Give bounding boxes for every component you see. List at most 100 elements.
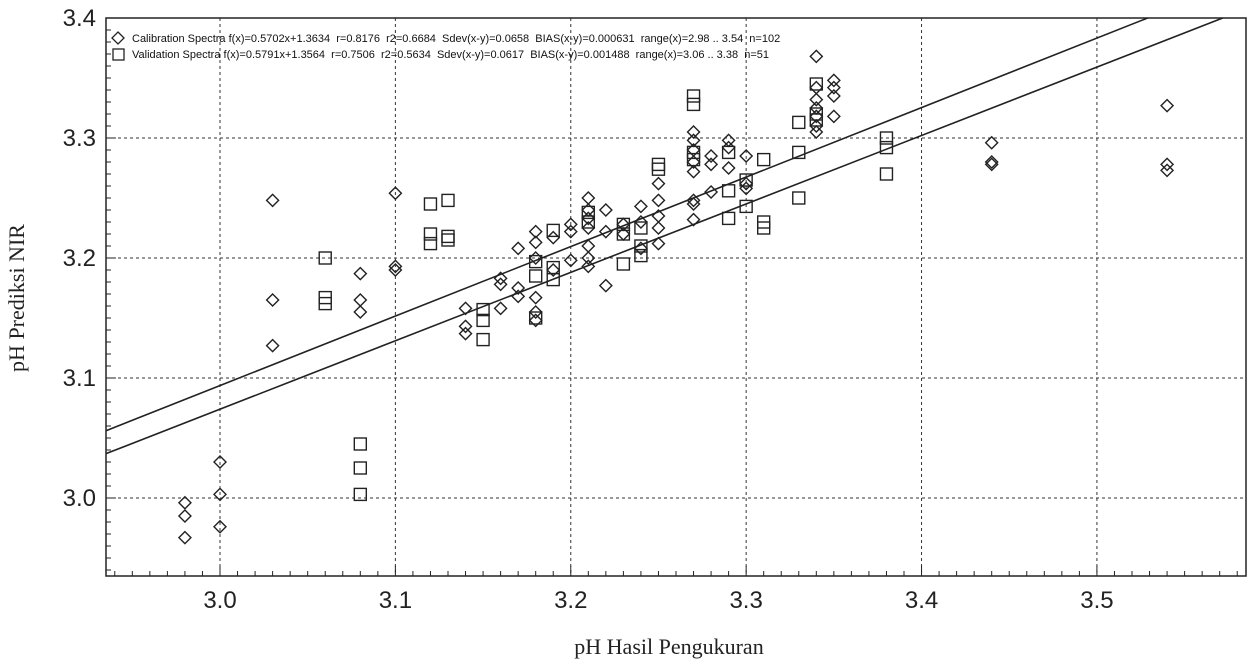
calibration-point	[581, 251, 596, 265]
calibration-point	[598, 203, 613, 217]
calibration-point	[546, 263, 561, 277]
y-tick-label: 3.2	[63, 245, 96, 272]
calibration-point	[458, 319, 473, 334]
calibration-point	[546, 230, 561, 245]
legend-label-calibration: Calibration Spectra f(x)=0.5702x+1.3634 …	[132, 33, 780, 45]
legend-item-calibration: Calibration Spectra f(x)=0.5702x+1.3634 …	[111, 31, 780, 45]
x-axis-title: pH Hasil Pengukuran	[574, 634, 763, 659]
validation-point	[809, 113, 824, 127]
diamond-marker-icon	[111, 31, 125, 45]
calibration-point	[686, 155, 701, 169]
calibration-point	[213, 487, 227, 502]
validation-point	[581, 205, 596, 220]
validation-point	[476, 313, 490, 328]
calibration-point	[1160, 98, 1175, 113]
validation-point	[476, 332, 490, 347]
x-tick-label: 3.2	[554, 587, 587, 614]
calibration-point	[739, 176, 754, 191]
validation-point	[686, 97, 701, 112]
validation-point	[318, 251, 332, 265]
validation-point	[476, 302, 490, 317]
validation-point	[756, 152, 771, 167]
y-tick-label: 3.0	[63, 485, 96, 512]
validation-point	[879, 140, 894, 155]
validation-point	[792, 145, 806, 160]
calibration-point	[177, 530, 192, 545]
square-marker-icon	[112, 48, 125, 61]
grid-lines	[106, 17, 1246, 576]
calibration-point	[177, 495, 192, 510]
validation-point	[634, 221, 648, 235]
legend-label-validation: Validation Spectra f(x)=0.5791x+1.3564 r…	[132, 49, 769, 61]
regression-line	[105, 17, 1148, 432]
legend-item-validation: Validation Spectra f(x)=0.5791x+1.3564 r…	[112, 48, 769, 61]
validation-point	[441, 229, 455, 244]
x-tick-label: 3.1	[379, 587, 412, 614]
calibration-point	[984, 157, 999, 172]
calibration-point	[563, 217, 578, 232]
validation-point	[792, 115, 806, 130]
calibration-point	[704, 149, 719, 163]
validation-point	[739, 199, 753, 214]
calibration-point	[528, 290, 543, 305]
calibration-point	[528, 235, 543, 250]
validation-point	[441, 193, 455, 208]
calibration-point	[651, 176, 666, 191]
validation-point	[721, 211, 736, 226]
legend: Calibration Spectra f(x)=0.5702x+1.3634 …	[111, 31, 780, 61]
calibration-point	[686, 193, 701, 208]
calibration-point	[984, 135, 999, 150]
calibration-point	[388, 259, 403, 274]
calibration-point	[598, 224, 613, 239]
calibration-point	[809, 92, 824, 107]
regression-line	[105, 17, 1224, 455]
calibration-point	[353, 305, 368, 319]
calibration-point	[633, 241, 648, 256]
x-tick-label: 3.4	[905, 587, 938, 614]
validation-point	[353, 461, 368, 475]
y-axis-title: pH Prediksi NIR	[4, 224, 29, 372]
calibration-point	[721, 140, 736, 155]
calibration-point	[265, 293, 280, 307]
calibration-point	[213, 519, 227, 534]
calibration-point	[493, 271, 508, 286]
y-tick-label: 3.4	[63, 5, 96, 32]
calibration-point	[353, 293, 368, 307]
plot-frame	[105, 17, 1247, 577]
calibration-point	[826, 80, 841, 95]
validation-point	[353, 487, 368, 502]
calibration-point	[809, 125, 824, 139]
validation-point	[528, 311, 543, 325]
calibration-point	[1160, 157, 1175, 172]
calibration-point	[265, 193, 280, 208]
validation-point	[739, 173, 753, 187]
calibration-point	[826, 109, 841, 124]
validation-point	[441, 233, 455, 247]
validation-point	[634, 248, 648, 263]
calibration-point	[598, 278, 613, 293]
calibration-point	[213, 455, 227, 469]
calibration-point	[651, 236, 666, 251]
calibration-point	[528, 313, 543, 328]
calibration-point	[528, 224, 543, 239]
validation-point	[756, 221, 771, 235]
validation-point	[651, 162, 666, 176]
validation-point	[686, 89, 701, 103]
validation-point	[616, 217, 631, 232]
calibration-point	[177, 509, 192, 523]
validation-point	[721, 184, 736, 198]
validation-point	[546, 272, 560, 287]
validation-point	[686, 152, 701, 167]
calibration-point	[651, 221, 666, 235]
calibration-point	[651, 193, 666, 208]
calibration-point	[686, 125, 701, 139]
validation-point	[721, 145, 736, 160]
calibration-point	[493, 301, 508, 316]
calibration-point	[511, 281, 526, 295]
data-points	[177, 49, 1175, 545]
y-tick-label: 3.1	[63, 365, 96, 392]
calibration-point	[633, 199, 648, 214]
calibration-point	[721, 133, 736, 148]
validation-point	[634, 239, 648, 253]
calibration-point	[984, 155, 999, 169]
